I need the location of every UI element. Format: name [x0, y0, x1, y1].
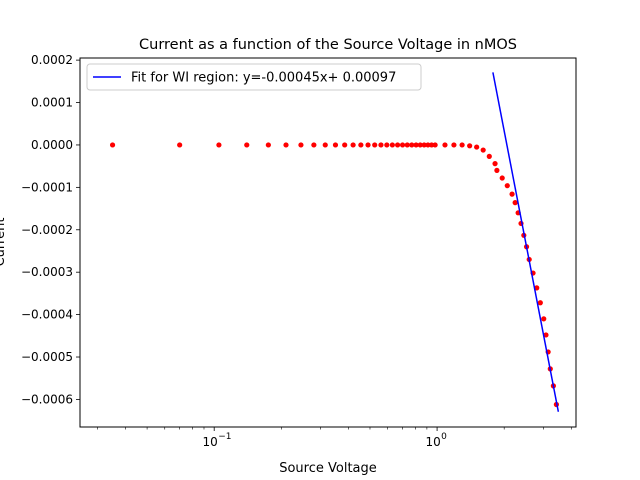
x-tick-label: 10 [203, 435, 218, 449]
data-point [541, 316, 547, 322]
data-point [265, 142, 271, 148]
x-tick-exponent: 0 [441, 432, 447, 442]
data-point [350, 142, 356, 148]
y-tick-label: −0.0005 [21, 350, 73, 364]
y-axis-label: Current [0, 218, 8, 267]
x-axis: 10 −1 10 0 [97, 427, 572, 449]
data-point [378, 142, 384, 148]
y-tick-label: 0.0002 [31, 53, 73, 67]
data-point [322, 142, 328, 148]
data-point [499, 175, 505, 181]
y-tick-label: −0.0006 [21, 392, 73, 406]
y-tick-label: −0.0004 [21, 308, 73, 322]
series-marks [109, 72, 560, 412]
data-point [244, 142, 250, 148]
data-point [365, 142, 371, 148]
data-point [399, 142, 406, 148]
fit-line [492, 72, 560, 412]
data-point [177, 142, 183, 148]
data-point [109, 142, 116, 148]
data-point [543, 332, 549, 338]
data-point [432, 142, 438, 148]
data-point [421, 142, 427, 148]
x-tick-label: 10 [425, 435, 440, 449]
plot-area [80, 58, 576, 427]
data-point [494, 167, 500, 173]
data-point [442, 142, 448, 148]
y-tick-label: −0.0002 [21, 223, 73, 237]
data-point [459, 142, 465, 148]
data-point [451, 142, 457, 148]
y-tick-label: −0.0003 [21, 265, 73, 279]
y-tick-label: 0.0001 [31, 96, 73, 110]
data-point [413, 142, 419, 148]
legend-label: Fit for WI region: y=-0.00045x+ 0.00097 [131, 71, 396, 86]
data-point [486, 153, 492, 159]
data-point [467, 143, 473, 149]
data-point [409, 142, 415, 148]
x-tick-exponent: −1 [218, 432, 231, 442]
data-point [372, 142, 378, 148]
data-point [417, 142, 423, 148]
data-point [216, 142, 222, 148]
data-point [492, 161, 498, 167]
data-point [537, 300, 543, 306]
data-point [298, 142, 304, 148]
legend-box [86, 63, 422, 91]
data-point [504, 183, 510, 189]
data-point [358, 142, 364, 148]
plot-background [80, 58, 576, 427]
data-point [404, 142, 410, 148]
x-axis-label: Source Voltage [279, 461, 377, 476]
data-point [474, 144, 480, 150]
data-point [425, 142, 431, 148]
plot-border [79, 57, 577, 428]
data-point [311, 142, 317, 148]
data-point [480, 147, 486, 153]
data-point [332, 142, 339, 148]
chart-title: Current as a function of the Source Volt… [139, 37, 517, 53]
data-point [283, 142, 289, 148]
data-point [342, 142, 348, 148]
data-point [509, 191, 515, 197]
y-tick-label: 0.0000 [31, 138, 73, 152]
legend: Fit for WI region: y=-0.00045x+ 0.00097 [86, 63, 422, 91]
data-point [394, 142, 401, 148]
data-point [389, 142, 395, 148]
y-axis: 0.0002 0.0001 0.0000 −0.0001 −0.0002 −0.0003 −… [21, 53, 80, 406]
data-point [512, 200, 518, 206]
data-point [384, 142, 390, 148]
y-tick-label: −0.0001 [21, 180, 73, 194]
